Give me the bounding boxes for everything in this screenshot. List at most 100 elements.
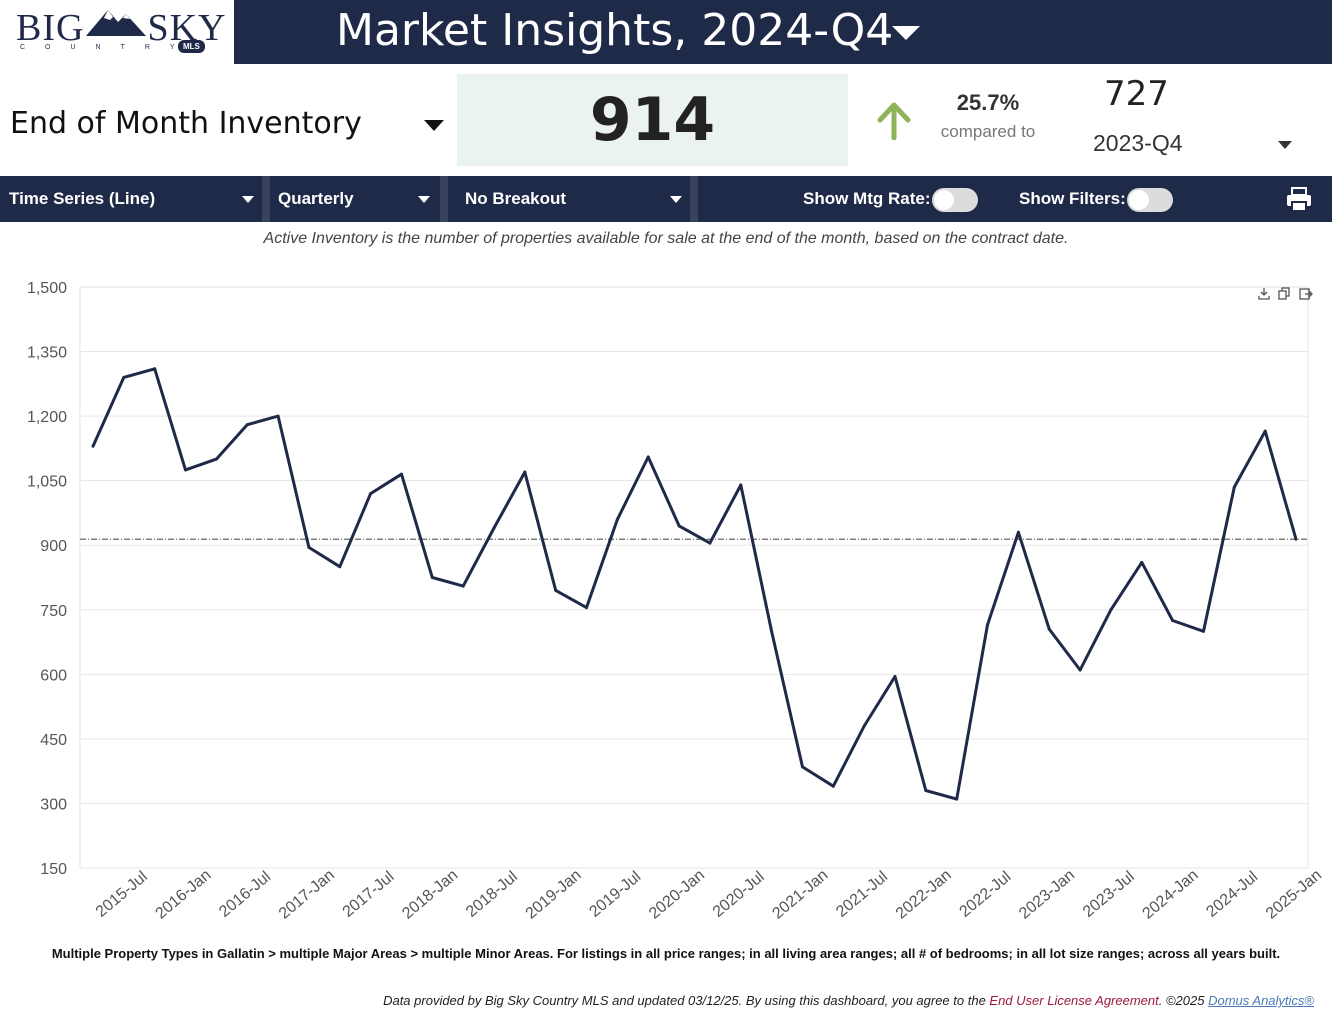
y-tick-label: 750: [40, 603, 67, 620]
data-point[interactable]: [307, 545, 311, 549]
y-tick-label: 1,350: [27, 345, 67, 362]
data-point[interactable]: [399, 472, 403, 476]
data-point[interactable]: [924, 789, 928, 793]
toggle-knob: [1129, 190, 1149, 210]
show-mtg-rate-label: Show Mtg Rate:: [803, 189, 931, 208]
data-point[interactable]: [523, 470, 527, 474]
x-tick-label: 2018-Jan: [399, 867, 461, 923]
eula-link[interactable]: End User License Agreement: [989, 993, 1159, 1008]
data-point[interactable]: [1109, 608, 1113, 612]
data-point[interactable]: [1294, 537, 1298, 541]
data-point[interactable]: [646, 455, 650, 459]
data-point[interactable]: [245, 423, 249, 427]
data-point[interactable]: [677, 524, 681, 528]
up-arrow-icon: [877, 102, 911, 140]
x-tick-label: 2018-Jul: [463, 868, 521, 920]
caret-down-icon[interactable]: [670, 196, 682, 203]
caret-down-icon[interactable]: [418, 196, 430, 203]
chart-toolbar: [1258, 287, 1313, 300]
x-tick-label: 2023-Jan: [1016, 867, 1078, 923]
x-tick-label: 2024-Jan: [1140, 867, 1202, 923]
divider: [690, 176, 698, 222]
data-point[interactable]: [739, 483, 743, 487]
data-point[interactable]: [770, 629, 774, 633]
data-point[interactable]: [708, 541, 712, 545]
mountain-icon: [86, 10, 146, 36]
y-tick-label: 1,200: [27, 409, 67, 426]
x-axis: 2015-Jul 2016-Jan 2016-Jul 2017-Jan 2017-Jul…: [93, 867, 1325, 923]
compared-to-label: compared to: [940, 122, 1036, 141]
frequency-select[interactable]: Quarterly: [278, 189, 354, 208]
divider: [440, 176, 448, 222]
series-line[interactable]: [91, 367, 1298, 801]
page-title[interactable]: Market Insights, 2024-Q4: [336, 5, 894, 56]
caret-down-icon[interactable]: [892, 26, 920, 40]
x-tick-label: 2020-Jan: [646, 867, 708, 923]
data-point[interactable]: [276, 414, 280, 418]
data-point[interactable]: [122, 375, 126, 379]
domus-analytics-link[interactable]: Domus Analytics®: [1208, 993, 1314, 1008]
change-percent: 25.7%: [956, 90, 1020, 115]
x-tick-label: 2021-Jan: [769, 867, 831, 923]
show-filters-label: Show Filters:: [1019, 189, 1126, 208]
data-point[interactable]: [1047, 627, 1051, 631]
divider: [262, 176, 270, 222]
chart-type-select[interactable]: Time Series (Line): [9, 189, 156, 208]
caret-down-icon[interactable]: [242, 196, 254, 203]
data-point[interactable]: [369, 492, 373, 496]
data-point[interactable]: [1263, 429, 1267, 433]
metric-value-box: 914: [457, 74, 848, 166]
data-point[interactable]: [1016, 530, 1020, 534]
data-point[interactable]: [800, 765, 804, 769]
caret-down-icon[interactable]: [424, 120, 444, 131]
y-tick-label: 1,500: [27, 280, 67, 297]
metric-value: 914: [589, 85, 716, 155]
data-point[interactable]: [184, 468, 188, 472]
y-tick-label: 600: [40, 667, 67, 684]
data-point[interactable]: [1078, 668, 1082, 672]
copy-icon[interactable]: [1278, 287, 1290, 300]
data-point[interactable]: [1201, 629, 1205, 633]
data-point[interactable]: [91, 444, 95, 448]
data-point[interactable]: [615, 517, 619, 521]
data-point[interactable]: [338, 565, 342, 569]
big-sky-logo: BIG SKY COUNTRY MLS: [0, 0, 234, 64]
mls-badge: MLS: [178, 40, 205, 53]
show-filters-toggle[interactable]: [1127, 188, 1173, 212]
inventory-line-chart: 150 300 450 600 750 900 1,050 1,200 1,350 1,500 2…: [27, 280, 1325, 923]
x-tick-label: 2024-Jul: [1203, 868, 1261, 920]
data-point[interactable]: [554, 588, 558, 592]
y-tick-label: 450: [40, 732, 67, 749]
data-point[interactable]: [1171, 619, 1175, 623]
data-point[interactable]: [1232, 485, 1236, 489]
data-point[interactable]: [1140, 560, 1144, 564]
metric-selector-label[interactable]: End of Month Inventory: [10, 106, 362, 141]
data-point[interactable]: [585, 606, 589, 610]
y-tick-label: 900: [40, 538, 67, 555]
x-tick-label: 2015-Jul: [93, 868, 151, 920]
y-tick-label: 300: [40, 796, 67, 813]
data-point[interactable]: [831, 784, 835, 788]
data-point[interactable]: [492, 526, 496, 530]
chart-grid: [79, 286, 1309, 869]
footer-text: Data provided by Big Sky Country MLS and…: [383, 993, 990, 1008]
data-point[interactable]: [214, 457, 218, 461]
compare-period-select[interactable]: 2023-Q4: [1093, 130, 1183, 156]
download-icon[interactable]: [1258, 288, 1270, 300]
metric-description: Active Inventory is the number of proper…: [263, 230, 1069, 247]
data-point[interactable]: [986, 623, 990, 627]
x-tick-label: 2017-Jan: [276, 867, 338, 923]
printer-icon[interactable]: [1286, 187, 1312, 213]
data-point[interactable]: [955, 797, 959, 801]
data-point[interactable]: [430, 576, 434, 579]
copyright-text: . ©2025: [1158, 993, 1209, 1008]
show-mtg-rate-toggle[interactable]: [932, 188, 978, 212]
export-icon[interactable]: [1299, 288, 1313, 300]
data-point[interactable]: [862, 724, 866, 728]
data-point[interactable]: [461, 584, 465, 588]
data-point[interactable]: [893, 674, 897, 678]
x-tick-label: 2016-Jan: [152, 867, 214, 923]
data-point[interactable]: [153, 367, 157, 371]
breakout-select[interactable]: No Breakout: [465, 189, 567, 208]
caret-down-icon[interactable]: [1278, 141, 1292, 149]
